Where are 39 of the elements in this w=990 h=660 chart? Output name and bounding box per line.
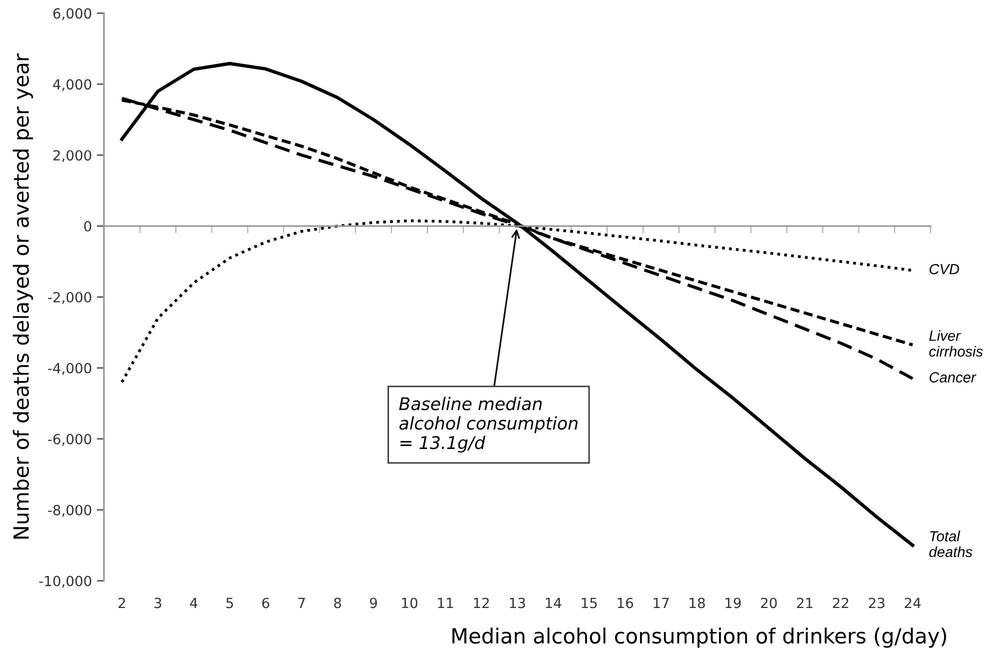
y-tick-label: -6,000 — [48, 434, 92, 446]
y-tick-label: 6,000 — [53, 8, 92, 20]
x-tick-label: 7 — [298, 598, 305, 608]
y-tick-label: -8,000 — [48, 504, 92, 517]
y-tick-label: -10,000 — [39, 576, 92, 588]
x-tick-label: 13 — [510, 598, 525, 608]
annotation: Baseline median alcohol consumption = 13.1g/d — [399, 396, 578, 453]
series-label: Total deaths — [929, 530, 972, 558]
x-tick-label: 17 — [654, 598, 669, 608]
x-tick-label: 12 — [474, 598, 489, 608]
x-tick-label: 24 — [904, 598, 921, 608]
x-tick-label: 11 — [438, 598, 453, 608]
y-axis-title: Number of deaths delayed or averted per year — [12, 53, 33, 539]
x-tick-label: 19 — [726, 598, 741, 608]
x-tick-label: 6 — [262, 598, 270, 608]
y-tick-label: -4,000 — [48, 362, 92, 375]
y-tick-label: 2,000 — [53, 150, 92, 162]
x-tick-label: 5 — [226, 598, 233, 608]
series-label: Cancer — [930, 372, 976, 383]
y-tick-label: -2,000 — [48, 292, 92, 304]
x-tick-label: 3 — [154, 598, 162, 608]
x-tick-label: 20 — [761, 598, 777, 608]
series-label: Liver cirrhosis — [929, 330, 983, 357]
y-tick-label: 4,000 — [53, 79, 92, 92]
x-tick-label: 21 — [796, 598, 812, 608]
x-tick-label: 16 — [618, 598, 634, 608]
x-tick-label: 22 — [832, 598, 848, 608]
x-axis-title: Median alcohol consumption of drinkers (g/day) — [452, 628, 946, 648]
x-tick-label: 14 — [546, 598, 562, 608]
x-tick-label: 8 — [334, 598, 342, 608]
x-tick-label: 9 — [370, 598, 377, 608]
x-tick-label: 4 — [190, 598, 198, 608]
y-tick-label: 0 — [84, 221, 92, 232]
x-tick-label: 18 — [690, 598, 705, 608]
x-tick-label: 15 — [582, 598, 597, 608]
x-tick-label: 2 — [118, 598, 125, 608]
x-tick-label: 10 — [402, 598, 418, 608]
x-tick-label: 23 — [868, 598, 884, 608]
series-label: CVD — [930, 264, 960, 274]
